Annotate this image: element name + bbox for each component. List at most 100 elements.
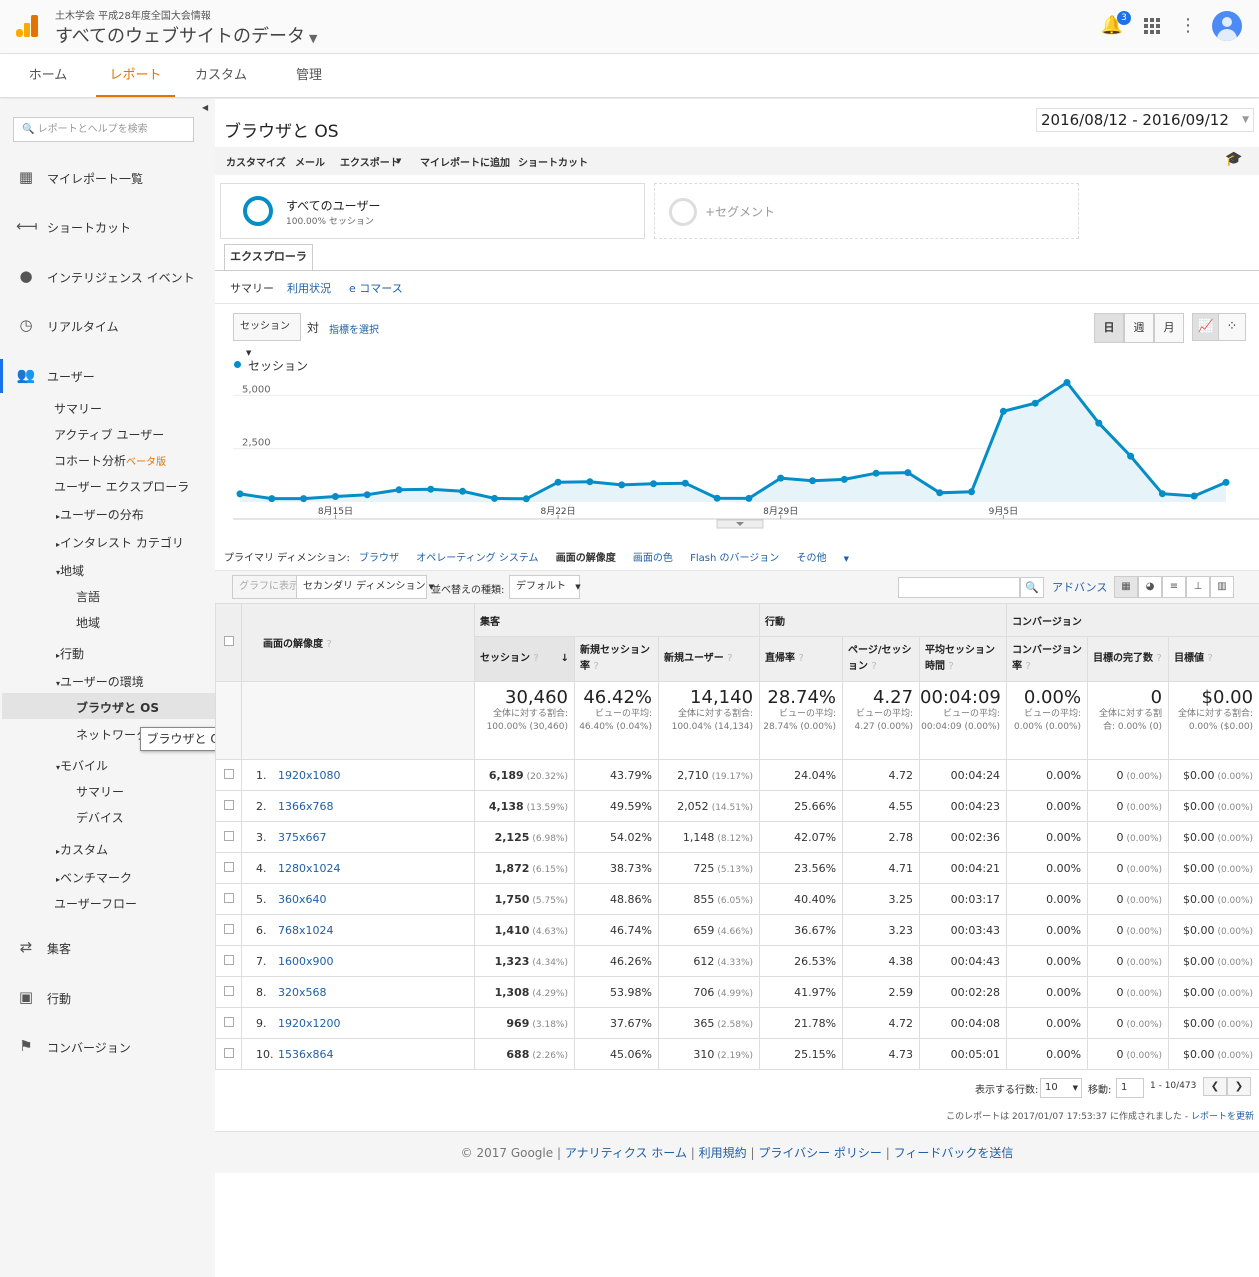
sidebar-item-browser-os[interactable]: ブラウザと OS [76, 701, 160, 715]
col-new-session-rate[interactable]: 新規セッション率 ? [574, 636, 659, 682]
sidebar-item-user-flow[interactable]: ユーザーフロー [54, 897, 138, 911]
sidebar-item-user-explorer[interactable]: ユーザー エクスプローラ [54, 480, 190, 494]
sidebar-item-mobile-summary[interactable]: サマリー [76, 785, 125, 799]
resolution-link[interactable]: 375x667 [278, 830, 327, 844]
tab-reports[interactable]: レポート [96, 55, 175, 97]
sidebar-item-users[interactable]: 👥 ユーザー [16, 366, 95, 384]
col-new-users[interactable]: 新規ユーザー ? [657, 636, 761, 682]
sidebar-item-language[interactable]: 言語 [76, 590, 101, 604]
sidebar-item-benchmark[interactable]: ▸ベンチマーク [56, 871, 133, 885]
sidebar-item-active-users[interactable]: アクティブ ユーザー [54, 428, 165, 442]
apps-grid-icon[interactable] [1140, 14, 1164, 38]
pivot-view-icon[interactable]: ▥ [1210, 576, 1234, 598]
row-checkbox[interactable] [223, 1016, 234, 1027]
plot-rows-button[interactable]: グラフに表示 [232, 575, 306, 599]
period-month-button[interactable]: 月 [1154, 313, 1184, 343]
advanced-filter-link[interactable]: アドバンス [1052, 581, 1108, 594]
goto-input[interactable]: 1 [1116, 1078, 1144, 1098]
add-segment[interactable]: +セグメント [654, 183, 1079, 239]
row-checkbox[interactable] [223, 923, 234, 934]
avatar[interactable] [1212, 11, 1242, 41]
sidebar-item-network[interactable]: ネットワーク [76, 728, 149, 742]
graduation-cap-icon[interactable]: 🎓 [1225, 151, 1243, 167]
dim-os-link[interactable]: オペレーティング システム [416, 553, 539, 564]
select-metric-link[interactable]: 指標を選択 [329, 325, 379, 336]
shortcut-button[interactable]: ショートカット [518, 158, 588, 169]
footer-link-privacy[interactable]: プライバシー ポリシー [758, 1146, 882, 1160]
tab-explorer[interactable]: エクスプローラ [224, 244, 313, 270]
more-vert-icon[interactable]: ⋮ [1179, 15, 1197, 36]
refresh-report-link[interactable]: レポートを更新 [1190, 1112, 1254, 1122]
dim-color-link[interactable]: 画面の色 [632, 553, 673, 564]
period-day-button[interactable]: 日 [1094, 313, 1124, 343]
prev-page-button[interactable]: ❮ [1203, 1077, 1227, 1096]
dimension-header[interactable]: 画面の解像度 ? [241, 603, 475, 682]
table-view-icon[interactable]: ▦ [1114, 576, 1138, 598]
secondary-dimension-select[interactable]: セカンダリ ディメンション ▼ [296, 575, 434, 599]
dim-other-link[interactable]: その他 ▼ [796, 553, 850, 564]
rows-per-page-select[interactable]: 10 ▼ [1040, 1078, 1082, 1098]
next-page-button[interactable]: ❯ [1227, 1077, 1251, 1096]
sidebar-item-devices[interactable]: デバイス [76, 811, 124, 825]
line-chart-icon[interactable]: 📈 [1192, 313, 1220, 341]
property-selector[interactable]: すべてのウェブサイトのデータ ▼ [55, 22, 318, 48]
resolution-link[interactable]: 1920x1200 [278, 1016, 341, 1030]
sidebar-item-demographics[interactable]: ▸ユーザーの分布 [56, 508, 144, 522]
sidebar-item-acquisition[interactable]: ⇄ 集客 [0, 933, 215, 963]
resolution-link[interactable]: 1600x900 [278, 954, 334, 968]
analytics-logo-icon[interactable] [14, 13, 40, 39]
footer-link-home[interactable]: アナリティクス ホーム [564, 1146, 687, 1160]
sidebar-item-my-reports[interactable]: ▦ マイレポート一覧 [0, 163, 215, 193]
subtab-usage[interactable]: 利用状況 [287, 282, 331, 295]
sidebar-item-behavior[interactable]: ▸行動 [56, 647, 85, 661]
col-sessions[interactable]: セッション ? ↓ [474, 636, 575, 682]
search-icon[interactable]: 🔍 [1020, 577, 1044, 598]
row-checkbox[interactable] [223, 985, 234, 996]
resolution-link[interactable]: 1920x1080 [278, 768, 341, 782]
footer-link-feedback[interactable]: フィードバックを送信 [893, 1146, 1014, 1160]
col-bounce-rate[interactable]: 直帰率 ? [759, 636, 844, 682]
pie-view-icon[interactable]: ◕ [1138, 576, 1162, 598]
tab-custom[interactable]: カスタム [194, 68, 247, 83]
sort-type-select[interactable]: デフォルト ▼ [509, 575, 581, 599]
sidebar-item-realtime[interactable]: ◷ リアルタイム [0, 311, 215, 341]
sidebar-item-interests[interactable]: ▸インタレスト カテゴリ [56, 536, 184, 550]
dim-flash-link[interactable]: Flash のバージョン [690, 553, 780, 564]
export-button[interactable]: エクスポート [340, 158, 400, 169]
footer-link-terms[interactable]: 利用規約 [698, 1146, 747, 1160]
row-checkbox[interactable] [223, 861, 234, 872]
resolution-link[interactable]: 1280x1024 [278, 861, 341, 875]
row-checkbox[interactable] [223, 830, 234, 841]
add-to-dashboard-button[interactable]: マイレポートに追加 [420, 158, 510, 169]
row-checkbox[interactable] [223, 954, 234, 965]
metric-select[interactable]: セッション ▼ [233, 313, 301, 357]
search-input[interactable]: 🔍 レポートとヘルプを検索 [13, 117, 194, 142]
dim-browser-link[interactable]: ブラウザ [359, 553, 400, 564]
subtab-summary[interactable]: サマリー [230, 282, 274, 295]
sidebar-item-conversions[interactable]: ⚑ コンバージョン [0, 1032, 215, 1062]
row-checkbox[interactable] [223, 799, 234, 810]
period-week-button[interactable]: 週 [1124, 313, 1154, 343]
col-conversion-rate[interactable]: コンバージョン率 ? [1006, 636, 1089, 682]
sidebar-item-location[interactable]: 地域 [76, 616, 101, 630]
row-checkbox[interactable] [223, 1047, 234, 1058]
row-checkbox[interactable] [223, 768, 234, 779]
col-pages-per-session[interactable]: ページ/セッション ? [842, 636, 921, 682]
collapse-sidebar-icon[interactable]: ◀ [202, 103, 209, 112]
resolution-link[interactable]: 360x640 [278, 892, 327, 906]
col-avg-session-duration[interactable]: 平均セッション時間 ? [919, 636, 1008, 682]
tab-admin[interactable]: 管理 [295, 68, 322, 83]
customize-button[interactable]: カスタマイズ [226, 158, 286, 169]
sidebar-item-summary[interactable]: サマリー [54, 402, 103, 416]
col-goal-completions[interactable]: 目標の完了数 ? [1087, 636, 1170, 682]
date-range-picker[interactable]: 2016/08/12 - 2016/09/12 ▼ [1036, 108, 1254, 132]
sidebar-item-mobile[interactable]: ▾モバイル [56, 759, 109, 773]
subtab-ecommerce[interactable]: e コマース [349, 282, 403, 295]
comparison-view-icon[interactable]: ⊥ [1186, 576, 1210, 598]
resolution-link[interactable]: 768x1024 [278, 923, 334, 937]
performance-view-icon[interactable]: ≡ [1162, 576, 1186, 598]
sidebar-item-custom[interactable]: ▸カスタム [56, 843, 109, 857]
sidebar-item-intelligence[interactable]: ● インテリジェンス イベント [0, 262, 215, 292]
sidebar-item-cohort[interactable]: コホート分析ベータ版 [54, 454, 167, 468]
sidebar-item-geo[interactable]: ▾地域 [56, 564, 85, 578]
